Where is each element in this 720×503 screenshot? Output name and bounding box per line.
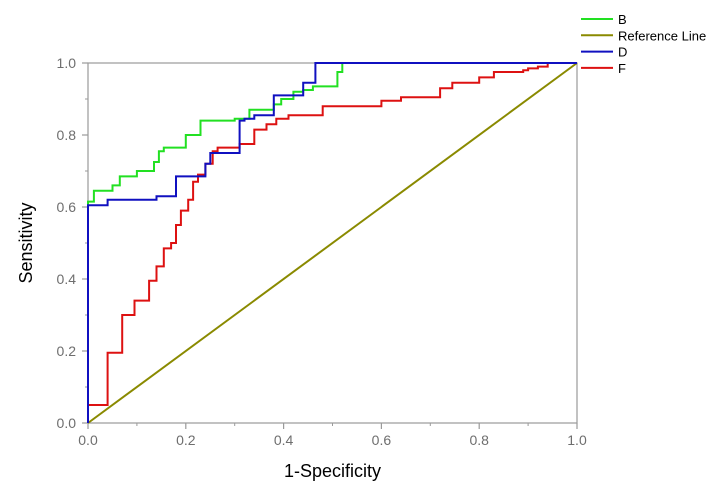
x-tick-label: 0.2 xyxy=(176,432,196,448)
y-axis-title: Sensitivity xyxy=(16,202,36,283)
y-tick-label: 0.0 xyxy=(57,415,77,431)
y-tick-label: 0.2 xyxy=(57,343,77,359)
tick-labels: 0.0 0.2 0.4 0.6 0.8 1.0 0.0 0.2 0.4 0.6 0.8 1.0 xyxy=(57,55,587,448)
y-tick-label: 0.4 xyxy=(57,271,77,287)
series-lines xyxy=(87,62,578,424)
legend-label-reference-line: Reference Line xyxy=(618,28,706,43)
legend-label-d: D xyxy=(618,45,627,60)
x-tick-label: 0.8 xyxy=(469,432,489,448)
series-line-b xyxy=(87,62,577,423)
x-tick-label: 0.4 xyxy=(274,432,294,448)
legend-label-b: B xyxy=(618,12,627,27)
series-line-reference-line xyxy=(87,62,578,424)
x-axis-title: 1-Specificity xyxy=(284,461,381,481)
x-tick-label: 1.0 xyxy=(567,432,587,448)
y-tick-label: 0.8 xyxy=(57,127,77,143)
x-tick-label: 0.0 xyxy=(78,432,98,448)
y-tick-label: 0.6 xyxy=(57,199,77,215)
series-line-d xyxy=(87,62,577,423)
x-tick-label: 0.6 xyxy=(372,432,392,448)
legend-label-f: F xyxy=(618,61,626,76)
y-tick-label: 1.0 xyxy=(57,55,77,71)
